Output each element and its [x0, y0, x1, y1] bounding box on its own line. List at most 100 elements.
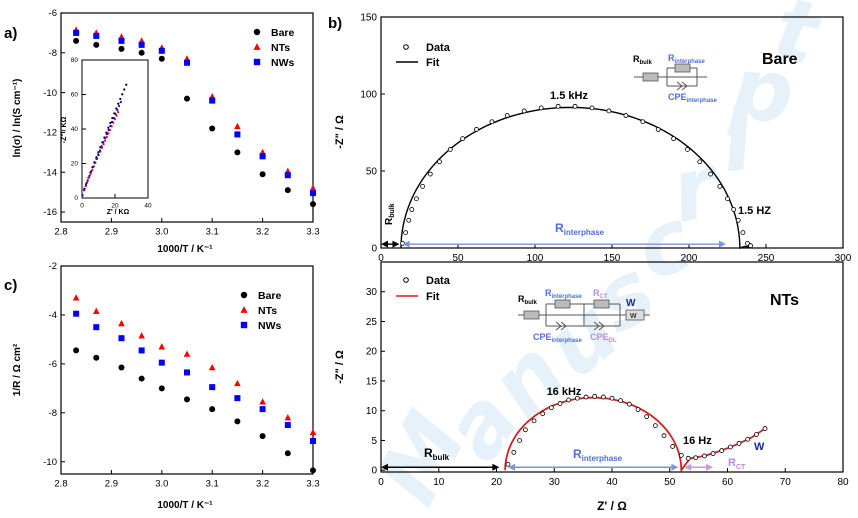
- bare-rbulk-head-left: [381, 240, 388, 248]
- panel-c-point-nts: [259, 398, 266, 405]
- panel-a-point-bare: [209, 125, 216, 132]
- panel-a-ytick-label: -10: [43, 88, 57, 99]
- inset-point: [95, 156, 98, 159]
- panel-a-inset-points: [81, 83, 128, 197]
- bare-data-point: [555, 103, 561, 109]
- nts-data-point: [719, 448, 725, 453]
- nts-legend-fit: Fit: [426, 291, 440, 303]
- panel-c-xtick-label: 2.9: [105, 479, 118, 490]
- inset-point: [109, 124, 112, 128]
- bare-data-point: [740, 230, 746, 236]
- bare-xtick-label: 100: [527, 253, 544, 264]
- panel-a-point-bare: [234, 149, 241, 156]
- nts-data-point: [693, 455, 699, 461]
- nts-rinterphase-head-right: [671, 463, 679, 471]
- bare-equivalent-circuit: [634, 63, 707, 91]
- bare-data-point: [640, 119, 646, 125]
- panel-c-ytick-label: -10: [43, 457, 57, 468]
- bare-data-point: [521, 108, 527, 114]
- nts-data-point: [600, 394, 606, 400]
- bare-xtick-label: 0: [378, 253, 384, 264]
- panel-a-point-bare: [138, 49, 145, 56]
- panel-c-point-bare: [138, 375, 145, 382]
- panel-c-point-nws: [284, 422, 291, 429]
- panel-c-point-nws: [310, 437, 316, 444]
- nts-xtick-label: 40: [606, 477, 618, 488]
- bare-xtick-label: 300: [835, 253, 852, 264]
- nts-data-point: [609, 395, 615, 401]
- inset-point: [83, 188, 86, 191]
- panel-c-point-nws: [118, 335, 125, 342]
- panel-c-point-bare: [284, 450, 291, 457]
- bare-legend-fit: Fit: [426, 57, 440, 69]
- inset-point: [110, 120, 114, 124]
- nts-data-point: [652, 423, 658, 428]
- nts-xtick-label: 0: [378, 477, 384, 488]
- bare-data-point: [717, 183, 723, 189]
- bare-data-point: [735, 217, 741, 223]
- bare-rinterphase-label: Rinterphase: [555, 221, 605, 237]
- nts-data-point: [702, 453, 707, 459]
- panel-a-xtick-label: 2.9: [105, 227, 118, 238]
- bare-ylabel: -Z" / Ω: [334, 115, 346, 149]
- bare-ytick-label: 150: [360, 12, 377, 23]
- inset-point: [107, 128, 110, 132]
- bare-legend-data-marker: [403, 44, 409, 50]
- bare-rinterphase-head-left: [402, 240, 410, 248]
- panel-a-inset-frame: [81, 59, 149, 199]
- inset-point: [123, 88, 126, 91]
- nts-data-point: [557, 401, 563, 406]
- panel-a-ytick-label: -16: [43, 207, 57, 218]
- bare-ytick-label: 100: [360, 89, 377, 100]
- nts-data-point: [670, 444, 676, 449]
- bare-rbulk-head-right: [392, 240, 400, 248]
- nts-low-freq-label: 16 Hz: [683, 435, 712, 447]
- bare-data-point: [606, 108, 612, 114]
- bare-data-point: [504, 113, 510, 118]
- nts-data-point: [592, 394, 598, 399]
- nts-circuit-rbulk: Rbulk: [518, 294, 537, 306]
- nts-circuit-rinterphase: Rinterphase: [545, 288, 583, 300]
- inset-point: [89, 172, 92, 176]
- inset-point: [97, 153, 100, 156]
- nts-data-point: [685, 455, 691, 461]
- nts-ytick-label: 20: [366, 347, 378, 358]
- panel-c-ylabel: 1/R / Ω cm²: [12, 343, 23, 396]
- inset-point: [81, 194, 84, 197]
- panel-b-label: b): [328, 15, 342, 32]
- panel-c-xtick-label: 3.0: [155, 479, 168, 490]
- panel-c-legend-label: Bare: [258, 290, 282, 302]
- nts-xtick-label: 30: [549, 477, 561, 488]
- inset-point: [91, 166, 95, 169]
- inset-ytick-label: 0: [74, 195, 78, 202]
- panel-c-legend: Bare NTs NWs: [240, 290, 282, 332]
- nts-data-point: [618, 398, 624, 404]
- panel-a-point-bare: [184, 95, 190, 102]
- inset-point: [105, 133, 108, 136]
- nts-circuit-rct: RCT: [593, 288, 608, 300]
- nts-peak-freq-label: 16 kHz: [547, 386, 582, 398]
- inset-ylabel: -Z" / KΩ: [61, 116, 68, 143]
- watermark-glyph: p: [727, 39, 798, 144]
- nts-data-point: [574, 395, 580, 401]
- inset-point: [114, 112, 117, 116]
- bare-xtick-label: 200: [681, 253, 698, 264]
- watermark-glyph: t: [766, 0, 830, 85]
- panel-c-point-bare: [234, 418, 241, 425]
- panel-a-ytick-label: -6: [49, 8, 57, 19]
- panel-c-xtick-label: 3.3: [306, 479, 319, 490]
- panel-c-ytick-label: -8: [49, 408, 57, 419]
- inset-point: [93, 161, 96, 165]
- inset-point: [90, 170, 93, 173]
- inset-point: [117, 102, 120, 105]
- inset-point: [100, 145, 103, 148]
- panel-a-point-nws: [310, 190, 316, 197]
- panel-c-point-nws: [73, 310, 80, 317]
- nts-data-point: [583, 394, 589, 400]
- panel-c-point-bare: [184, 396, 190, 403]
- inset-point: [84, 183, 88, 186]
- bare-data-point: [403, 230, 409, 236]
- panel-c-point-nws: [93, 324, 100, 331]
- panel-c-point-nts: [138, 332, 145, 339]
- bare-data-point: [414, 196, 419, 202]
